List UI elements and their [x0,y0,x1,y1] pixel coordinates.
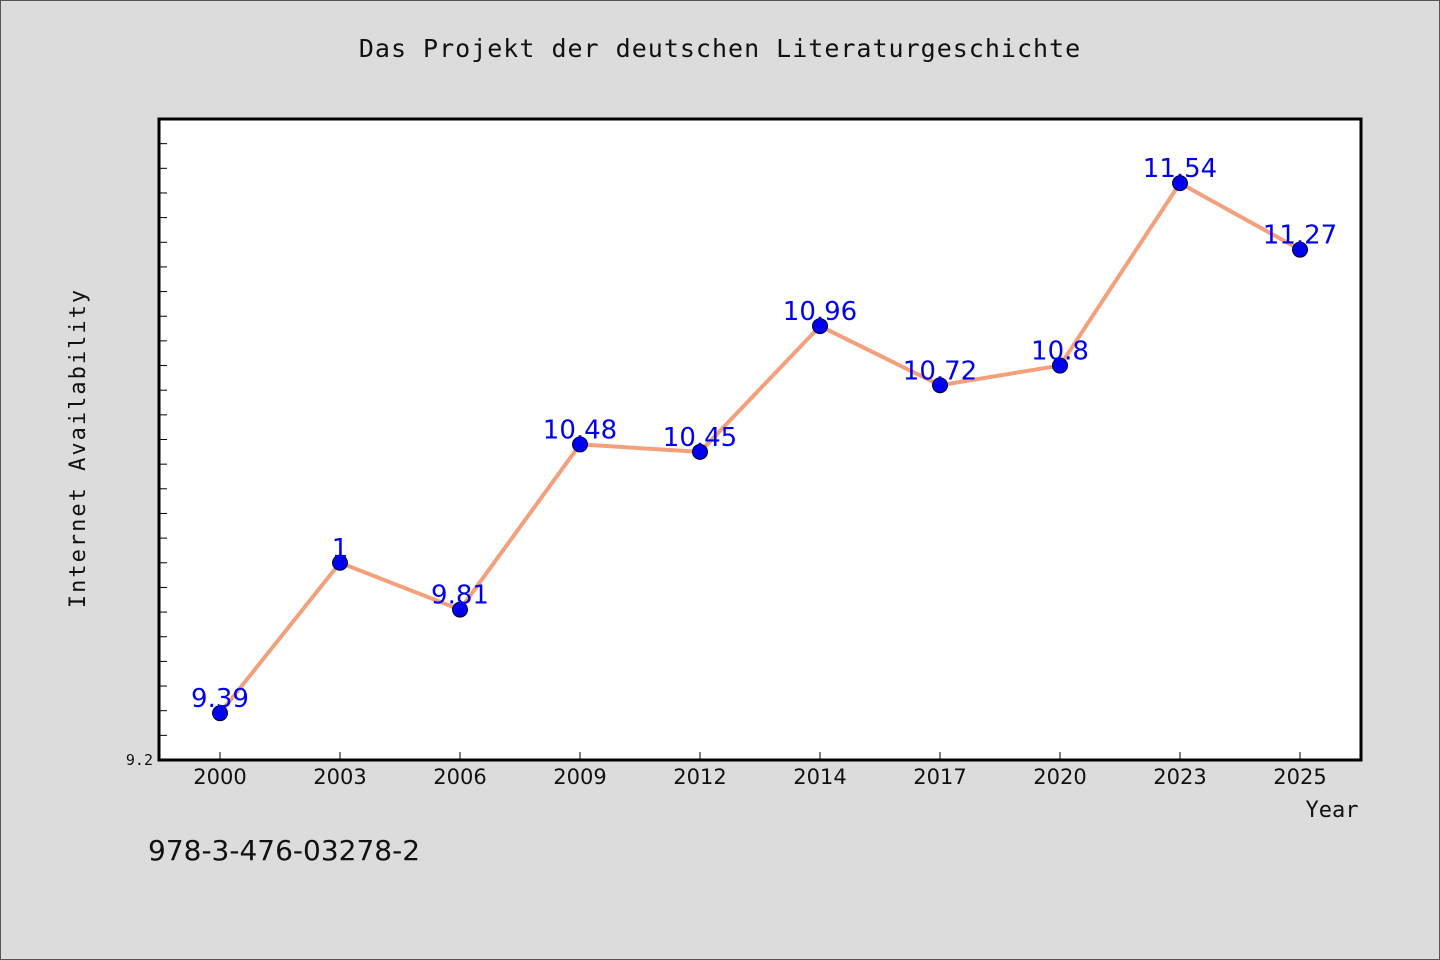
data-point [1052,357,1068,374]
y-axis-ticks: 9.2 [126,143,167,769]
y-tick-label: 9.2 [126,751,153,769]
x-axis-label: Year [1306,798,1359,823]
series-line [218,181,1301,715]
x-tick-label: 2025 [1273,765,1326,789]
data-point [1172,175,1188,192]
x-tick-label: 2020 [1033,765,1086,789]
x-tick-label: 2006 [433,765,486,789]
data-label: 9.81 [431,581,489,611]
x-tick-label: 2014 [793,765,846,789]
x-tick-label: 2012 [673,765,726,789]
data-point [452,601,468,618]
data-point [332,554,348,571]
data-label: 10.48 [543,415,617,445]
data-point [1292,241,1308,258]
data-point [212,705,228,722]
data-label: 11.27 [1263,221,1337,251]
data-label: 1 [332,534,349,564]
series-layer: 9.39 1 9.81 10.48 10.45 10.96 10.72 10.8 11.54 11… [191,154,1337,722]
x-tick-label: 2009 [553,765,606,789]
data-label: 10.8 [1031,337,1089,367]
x-tick-label: 2003 [313,765,366,789]
x-tick-label: 2023 [1153,765,1206,789]
data-point [692,443,708,460]
x-axis-ticks: 2000 2003 2006 2009 2012 2014 2017 2020 2023 2025 [193,752,1327,789]
plot-area [157,117,1363,762]
x-tick-label: 2017 [913,765,966,789]
y-axis-label: Internet Availability [66,288,91,608]
data-label: 11.54 [1143,154,1217,184]
data-point [812,318,828,335]
data-label: 10.45 [663,423,737,453]
chart-title: Das Projekt der deutschen Literaturgesch… [358,34,1082,63]
isbn-text: 978-3-476-03278-2 [148,834,421,867]
data-label: 10.72 [903,356,977,386]
data-label: 9.39 [191,684,249,714]
data-label: 10.96 [783,297,857,327]
data-point [572,436,588,453]
data-point [932,377,948,394]
x-tick-label: 2000 [193,765,246,789]
